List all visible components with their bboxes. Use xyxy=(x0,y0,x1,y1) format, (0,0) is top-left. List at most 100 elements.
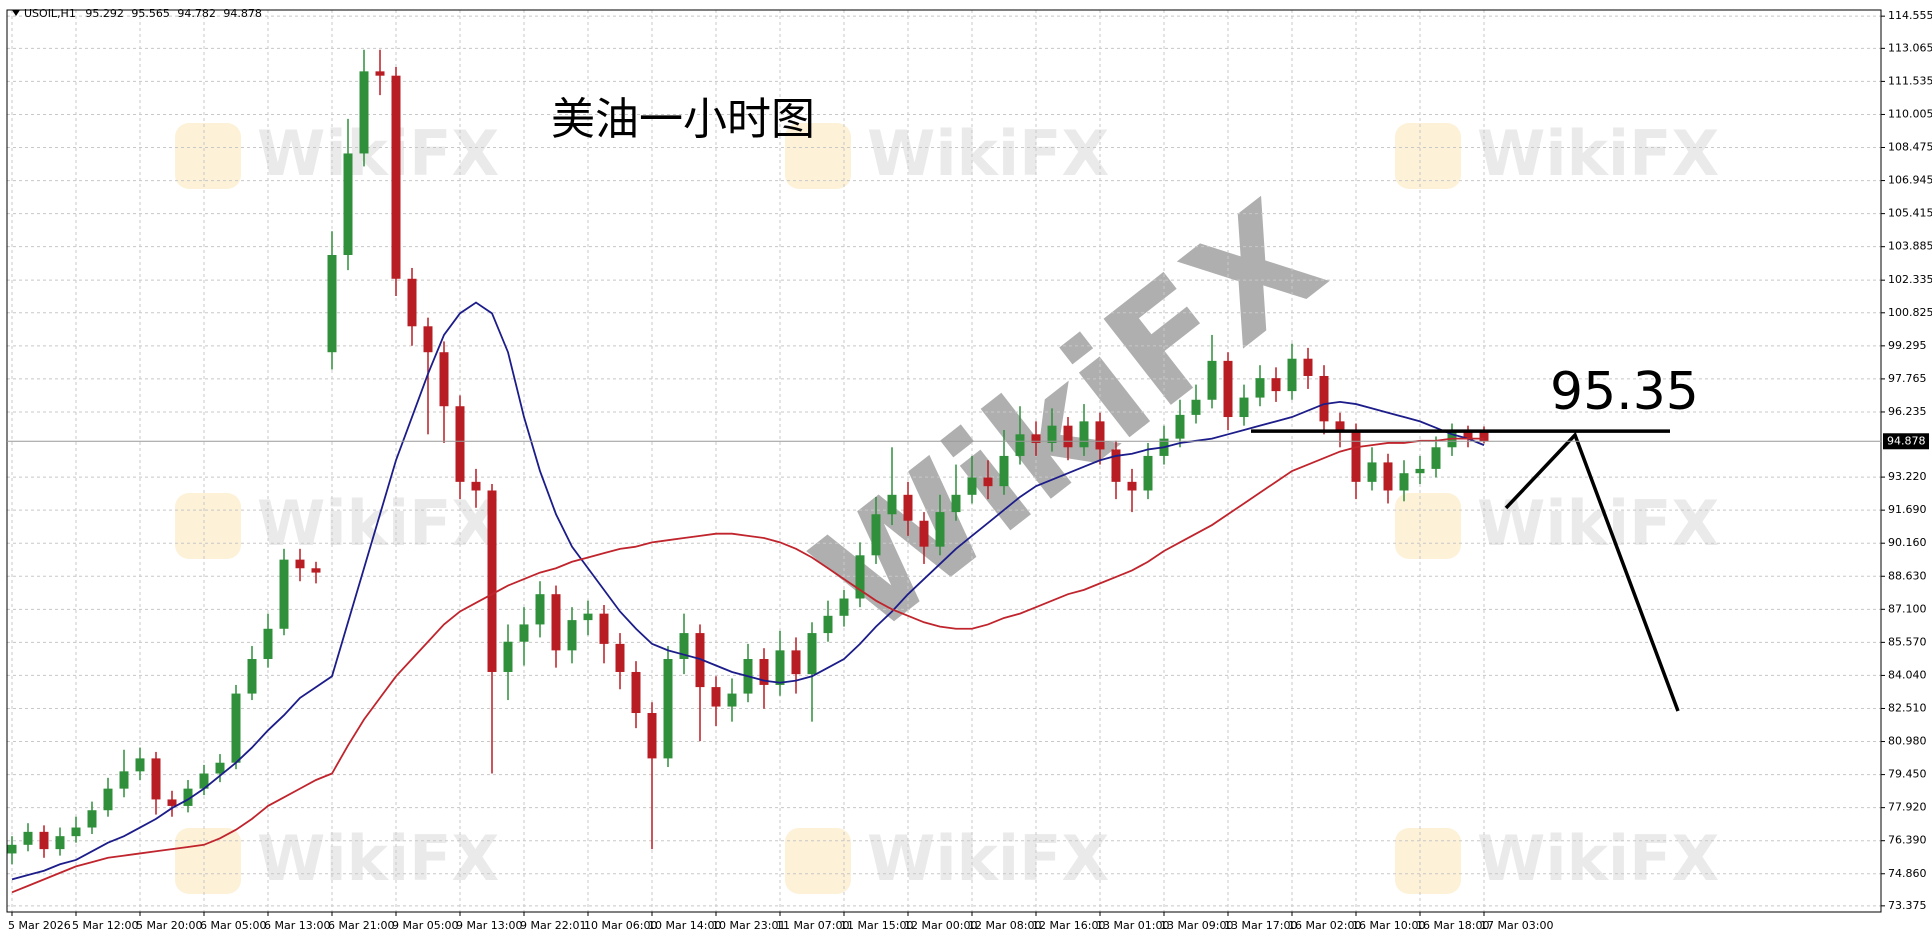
x-tick-label: 9 Mar 22:01 xyxy=(520,919,586,932)
candle-body xyxy=(1255,378,1265,398)
candle-body xyxy=(1367,462,1377,482)
x-tick-label: 6 Mar 13:00 xyxy=(264,919,330,932)
watermark-logo xyxy=(175,493,241,559)
candle-body xyxy=(1463,432,1473,439)
candle-body xyxy=(903,494,913,521)
header-open: 95.292 xyxy=(85,7,124,20)
watermark: WikiFX xyxy=(1477,822,1719,895)
y-tick-label: 88.630 xyxy=(1888,569,1927,582)
candle-body xyxy=(135,758,145,772)
y-tick-label: 93.220 xyxy=(1888,470,1927,483)
watermark-logo xyxy=(785,828,851,894)
y-tick-label: 82.510 xyxy=(1888,701,1927,714)
watermark: WikiFX xyxy=(867,117,1109,190)
y-tick-label: 113.065 xyxy=(1888,41,1932,54)
candle-body xyxy=(55,836,65,850)
candle-body xyxy=(935,512,945,547)
candle-body xyxy=(1175,414,1185,439)
y-tick-label: 110.005 xyxy=(1888,107,1932,120)
candle-body xyxy=(215,762,225,774)
candle-body xyxy=(1415,468,1425,474)
grid: 114.555 113.065 111.535 110.005 108.475 106.9… xyxy=(7,9,1932,932)
candle-body xyxy=(535,594,545,625)
y-tick-label: 80.980 xyxy=(1888,735,1927,748)
candle-body xyxy=(231,693,241,763)
symbol-menu-icon xyxy=(12,10,20,16)
candle-body xyxy=(1239,397,1249,418)
watermark: WikiFX xyxy=(257,117,499,190)
x-tick-label: 17 Mar 03:00 xyxy=(1480,919,1553,932)
y-tick-label: 76.390 xyxy=(1888,834,1927,847)
candle-body xyxy=(407,278,417,327)
last-price-tag xyxy=(1883,433,1929,450)
y-tick-label: 84.040 xyxy=(1888,668,1927,681)
candle-body xyxy=(279,559,289,629)
x-tick-label: 12 Mar 00:00 xyxy=(904,919,977,932)
x-tick-label: 5 Mar 12:00 xyxy=(72,919,138,932)
candle-body xyxy=(1399,473,1409,491)
candle-body xyxy=(791,650,801,675)
x-tick-label: 6 Mar 21:00 xyxy=(328,919,394,932)
plot-frame xyxy=(6,9,1882,913)
candle-body xyxy=(695,633,705,688)
candle-body xyxy=(887,494,897,515)
candle-body xyxy=(1015,434,1025,456)
annotation-level-label: 95.35 xyxy=(1550,362,1699,422)
candle-body xyxy=(871,514,881,556)
y-tick-label: 105.415 xyxy=(1888,207,1932,220)
candle-body xyxy=(855,555,865,599)
y-tick-label: 91.690 xyxy=(1888,503,1927,516)
candle-body xyxy=(1047,425,1057,443)
x-tick-label: 11 Mar 07:00 xyxy=(776,919,849,932)
x-tick-label: 10 Mar 06:00 xyxy=(584,919,657,932)
candle-body xyxy=(1335,421,1345,433)
candle-body xyxy=(951,494,961,513)
candle-body xyxy=(775,650,785,685)
moving-average-line xyxy=(11,437,1484,894)
candle-body xyxy=(263,628,273,660)
watermark: WikiFX xyxy=(257,822,499,895)
candle-body xyxy=(39,831,49,850)
watermark: WikiFX xyxy=(1477,117,1719,190)
y-tick-label: 103.885 xyxy=(1888,240,1932,253)
candle-body xyxy=(311,568,321,573)
x-tick-label: 13 Mar 09:00 xyxy=(1160,919,1233,932)
candle-body xyxy=(71,827,81,837)
x-tick-label: 11 Mar 15:00 xyxy=(840,919,913,932)
candle-body xyxy=(455,406,465,482)
candle-body xyxy=(551,594,561,651)
header-low: 94.782 xyxy=(177,7,216,20)
candle-body xyxy=(1271,378,1281,392)
watermark-logo xyxy=(175,828,241,894)
candle-body xyxy=(1223,360,1233,418)
drawn-arrow-path xyxy=(1504,431,1680,712)
candle-body xyxy=(599,613,609,644)
candle-body xyxy=(823,615,833,634)
candle-body xyxy=(1319,375,1329,422)
candle-body xyxy=(711,687,721,707)
candle-body xyxy=(183,788,193,806)
x-tick-label: 9 Mar 13:00 xyxy=(456,919,522,932)
candle-body xyxy=(631,671,641,714)
candle-body xyxy=(1207,360,1217,400)
candle-body xyxy=(487,490,497,672)
y-tick-label: 108.475 xyxy=(1888,141,1932,154)
y-tick-label: 85.570 xyxy=(1888,635,1927,648)
candle-body xyxy=(519,624,529,642)
y-tick-label: 100.825 xyxy=(1888,306,1932,319)
candle-body xyxy=(807,633,817,675)
x-tick-label: 9 Mar 05:00 xyxy=(392,919,458,932)
y-tick-label: 90.160 xyxy=(1888,536,1927,549)
x-tick-label: 16 Mar 02:00 xyxy=(1288,919,1361,932)
moving-average-line xyxy=(11,301,1485,881)
candle-body xyxy=(439,352,449,407)
candle-body xyxy=(679,633,689,660)
y-tick-label: 87.100 xyxy=(1888,602,1927,615)
candle-body xyxy=(1111,449,1121,482)
x-tick-label: 16 Mar 10:00 xyxy=(1352,919,1425,932)
x-tick-label: 16 Mar 18:00 xyxy=(1416,919,1489,932)
candle-body xyxy=(1351,432,1361,482)
